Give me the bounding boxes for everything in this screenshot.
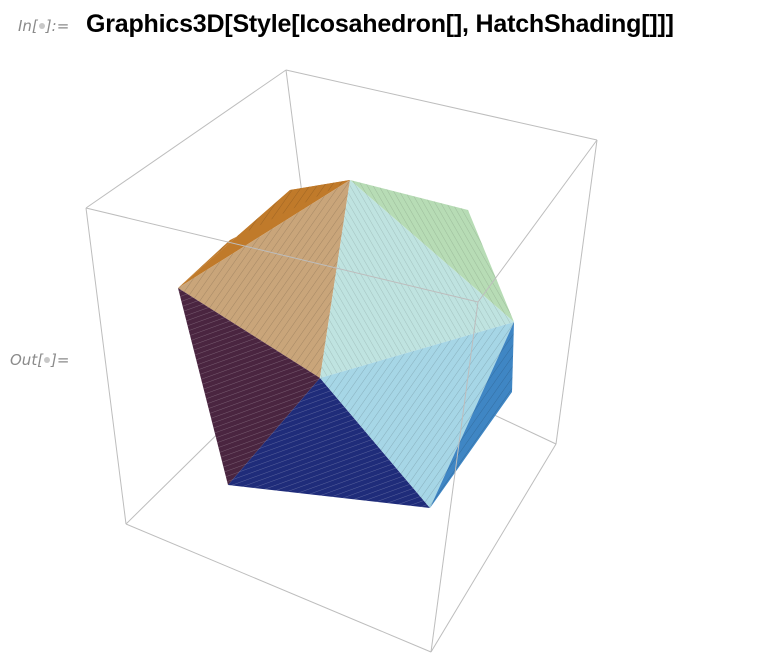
cell-number-dot-icon (38, 22, 45, 29)
input-cell-label: In[ ]:= (18, 17, 69, 35)
output-cell-label: Out[ ]= (10, 351, 69, 369)
output-label-suffix: ]= (51, 351, 70, 369)
icosahedron (178, 180, 514, 508)
output-label-prefix: Out[ (10, 351, 44, 369)
input-code[interactable]: Graphics3D[Style[Icosahedron[], HatchSha… (86, 10, 674, 38)
cell-number-dot-icon (44, 356, 51, 363)
input-label-prefix: In[ (18, 17, 38, 35)
bounding-box-front (85, 139, 598, 653)
input-label-suffix: ]:= (45, 17, 70, 35)
